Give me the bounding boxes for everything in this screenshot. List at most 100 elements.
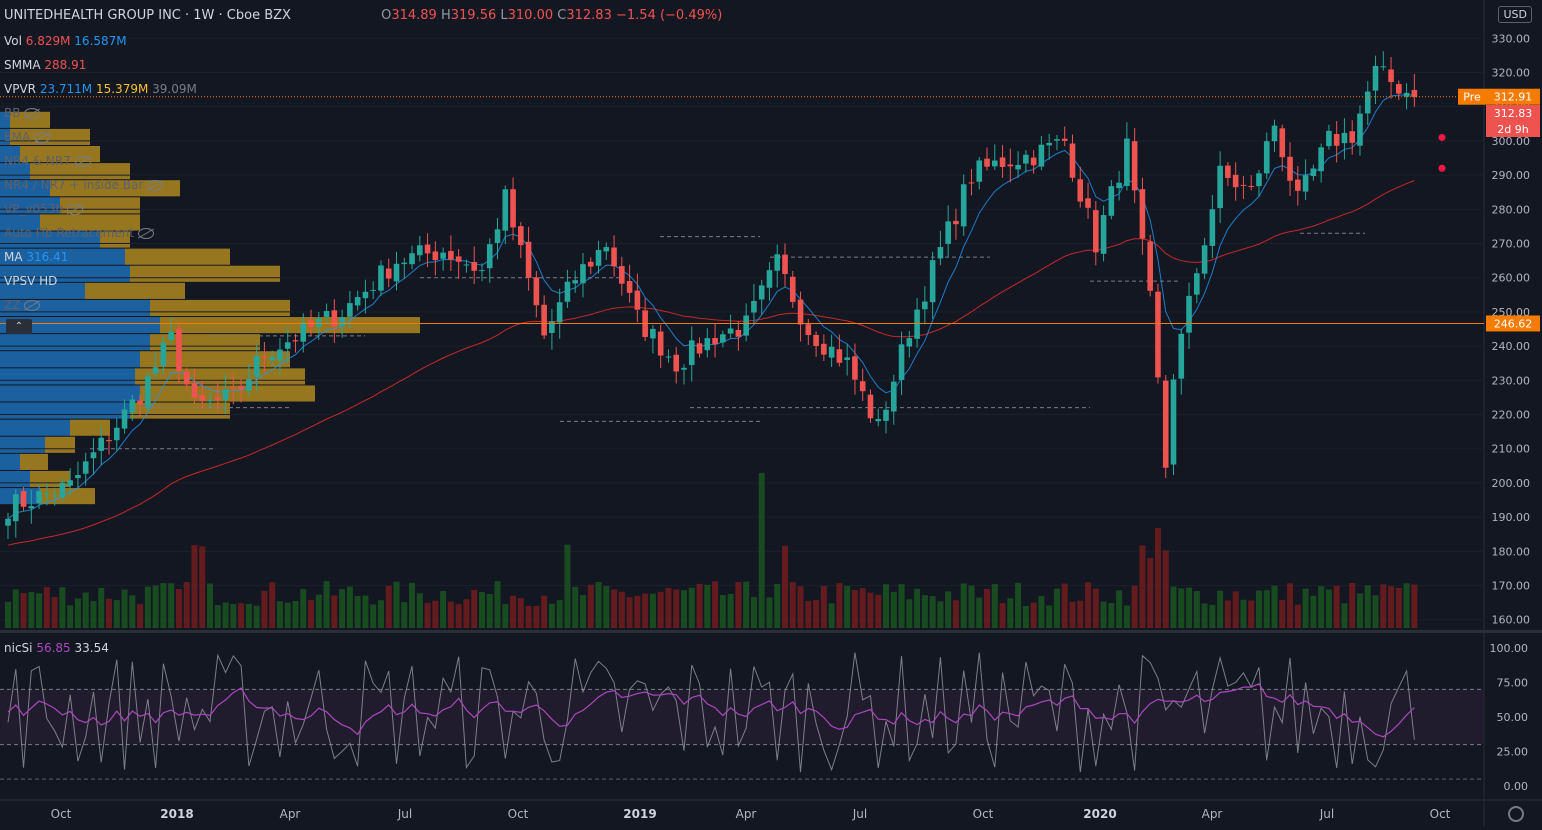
volume-bar xyxy=(618,591,625,628)
volume-bar xyxy=(1349,583,1356,628)
osc-fast-line xyxy=(7,652,1415,773)
volume-bar xyxy=(626,597,633,628)
volume-bar xyxy=(960,583,967,628)
candle-body xyxy=(960,184,967,227)
currency-badge[interactable]: USD xyxy=(1498,6,1532,23)
candle-body xyxy=(5,518,11,526)
candle-body xyxy=(502,189,509,231)
level-price-label: 246.62 xyxy=(1494,317,1533,330)
eye-hidden-icon[interactable] xyxy=(24,108,41,119)
candle-body xyxy=(1217,165,1223,209)
candle-body xyxy=(284,342,291,349)
volume-bar xyxy=(1053,588,1060,628)
premarket-price-label: 312.91 xyxy=(1494,91,1533,104)
volume-bar xyxy=(230,603,237,628)
candle-body xyxy=(362,291,369,299)
eye-hidden-icon[interactable] xyxy=(147,180,164,191)
volume-bar xyxy=(906,599,913,628)
volume-bar xyxy=(12,589,19,628)
legend-zz[interactable]: ZZ xyxy=(4,298,41,312)
candle-body xyxy=(316,318,322,327)
volume-bar xyxy=(292,600,299,628)
volume-bar xyxy=(1100,601,1107,628)
vpvr-up-bar xyxy=(0,282,85,299)
candle-body xyxy=(789,276,796,302)
volume-bar xyxy=(98,587,105,628)
candle-body xyxy=(168,331,174,341)
eye-hidden-icon[interactable] xyxy=(34,132,51,143)
candle-body xyxy=(137,400,143,405)
osc-value-1: 56.85 xyxy=(36,641,74,655)
legend-vpvr[interactable]: VPVR 23.711M 15.379M 39.09M xyxy=(4,82,197,96)
collapse-legend-button[interactable]: ⌃ xyxy=(6,319,32,334)
candle-body xyxy=(720,334,726,343)
candle-body xyxy=(1201,245,1208,274)
candle-body xyxy=(347,303,353,317)
volume-bar xyxy=(409,582,416,628)
legend-auto-fib-retracement[interactable]: Auto Fib Retracement xyxy=(4,226,155,240)
candle-body xyxy=(1030,157,1037,166)
volume-bar xyxy=(750,597,757,628)
volume-bar xyxy=(875,594,882,628)
volume-bar xyxy=(867,592,874,628)
legend-vpsv-hd[interactable]: VPSV HD xyxy=(4,274,57,288)
volume-bar xyxy=(1147,558,1154,628)
volume-bar xyxy=(245,603,252,628)
volume-bar xyxy=(43,587,50,628)
signal-dot xyxy=(1438,164,1446,172)
candle-body xyxy=(1271,125,1278,142)
gear-icon[interactable] xyxy=(1508,806,1524,822)
candle-body xyxy=(1349,131,1356,143)
vpvr-up-bar xyxy=(0,351,140,368)
volume-bar xyxy=(688,587,695,628)
legend-bb[interactable]: BB xyxy=(4,106,41,120)
legend-vp-v053b[interactable]: VP_v053b xyxy=(4,202,84,216)
volume-bar xyxy=(883,584,890,628)
volume-bar xyxy=(1069,601,1076,628)
volume-bar xyxy=(743,581,750,628)
candle-body xyxy=(657,331,664,356)
candle-body xyxy=(1295,179,1301,191)
candle-body xyxy=(572,280,579,284)
legend-smma[interactable]: SMMA 288.91 xyxy=(4,58,86,72)
candle-body xyxy=(106,439,112,442)
volume-bar xyxy=(921,595,928,628)
signal-dot xyxy=(1438,133,1446,141)
volume-bar xyxy=(1341,603,1348,628)
legend-ema[interactable]: EMA xyxy=(4,130,51,144)
volume-bar xyxy=(813,600,820,628)
volume-bar xyxy=(401,602,408,628)
volume-bar xyxy=(1325,589,1332,628)
volume-bar xyxy=(657,591,664,628)
legend-nr4-nr7-inside-bar[interactable]: NR4 / NR7 + Inside Bar xyxy=(4,178,164,192)
eye-hidden-icon[interactable] xyxy=(138,228,155,239)
volume-bar xyxy=(1240,599,1247,628)
candle-body xyxy=(28,506,35,509)
vpvr-up-bar xyxy=(0,334,150,351)
eye-hidden-icon[interactable] xyxy=(24,300,41,311)
vpvr-up-bar xyxy=(0,402,130,419)
volume-bar xyxy=(440,590,447,628)
volume-bar xyxy=(1302,588,1309,628)
volume-bar xyxy=(502,604,509,628)
eye-hidden-icon[interactable] xyxy=(74,156,91,167)
volume-bar xyxy=(642,593,649,628)
volume-bar xyxy=(525,605,532,628)
legend-nr4-nr7[interactable]: NR4 & NR7 xyxy=(4,154,91,168)
volume-bar xyxy=(463,599,470,628)
legend-vol[interactable]: Vol 6.829M 16.587M xyxy=(4,34,127,48)
symbol-title[interactable]: UNITEDHEALTH GROUP INC · 1W · Cboe BZX xyxy=(4,8,291,23)
volume-bar xyxy=(696,583,703,628)
candle-body xyxy=(541,304,547,336)
legend-ma[interactable]: MA 316.41 xyxy=(4,250,68,264)
volume-bar xyxy=(1131,585,1138,628)
time-axis-tick: 2020 xyxy=(1083,807,1116,821)
vpvr-down-bar xyxy=(125,248,230,265)
volume-bar xyxy=(51,596,58,628)
vpvr-up-bar xyxy=(0,111,10,128)
candle-body xyxy=(152,367,159,374)
volume-bar xyxy=(214,605,221,628)
eye-hidden-icon[interactable] xyxy=(67,204,84,215)
